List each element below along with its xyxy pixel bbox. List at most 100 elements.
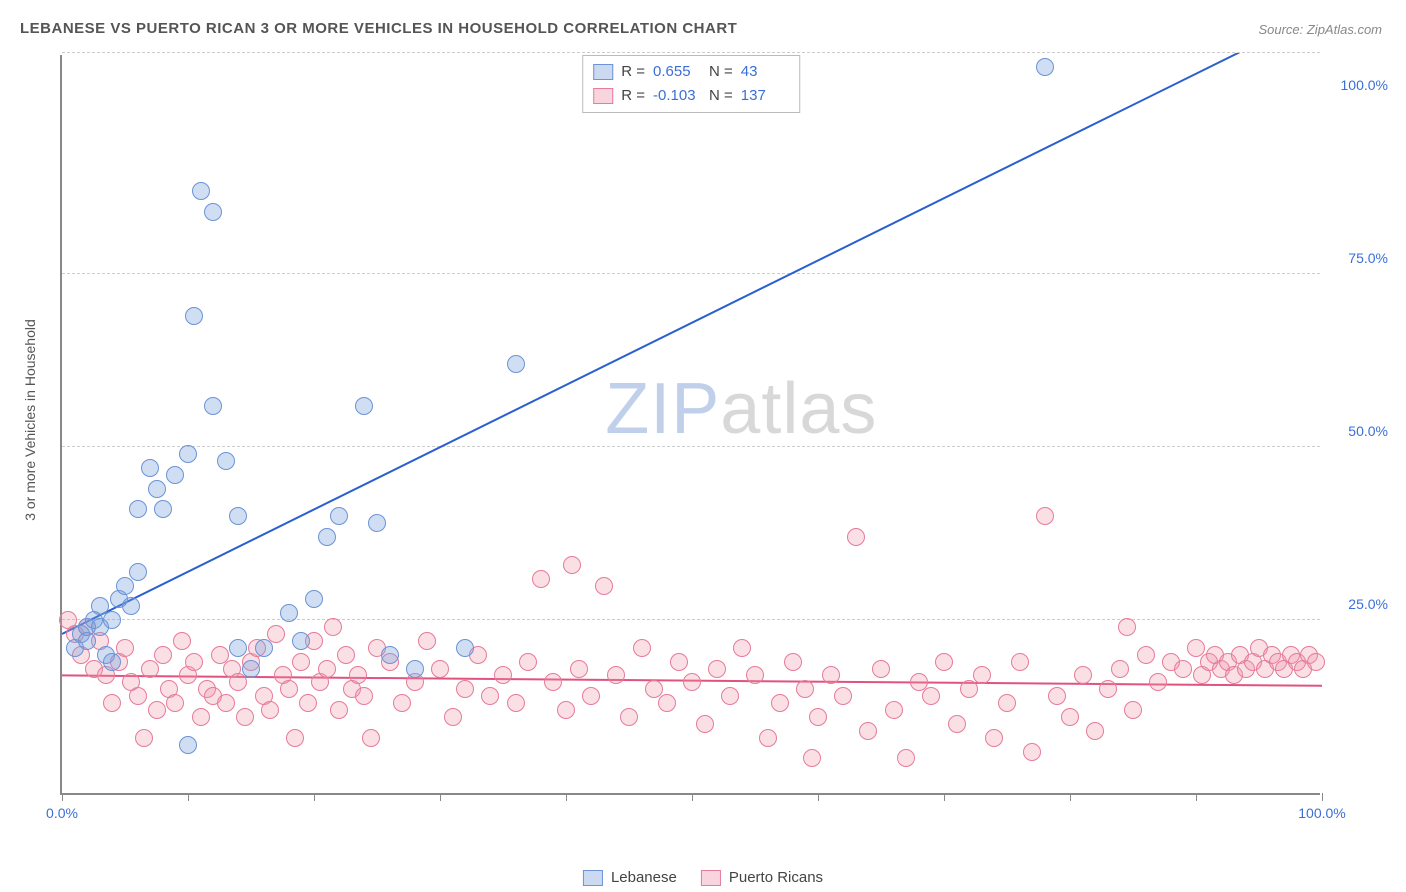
scatter-point — [658, 694, 676, 712]
x-tick — [1322, 793, 1323, 801]
scatter-point — [362, 729, 380, 747]
n-value-lebanese: 43 — [741, 60, 789, 84]
scatter-point — [418, 632, 436, 650]
scatter-point — [261, 701, 279, 719]
x-tick — [1196, 793, 1197, 801]
scatter-point — [292, 653, 310, 671]
scatter-point — [122, 597, 140, 615]
scatter-point — [1111, 660, 1129, 678]
r-value-puertorican: -0.103 — [653, 84, 701, 108]
scatter-point — [1048, 687, 1066, 705]
scatter-point — [78, 632, 96, 650]
scatter-point — [280, 604, 298, 622]
scatter-point — [444, 708, 462, 726]
y-tick-label: 25.0% — [1348, 596, 1388, 612]
n-value-puertorican: 137 — [741, 84, 789, 108]
watermark: ZIPatlas — [605, 368, 877, 450]
scatter-point — [280, 680, 298, 698]
scatter-point — [292, 632, 310, 650]
scatter-point — [255, 639, 273, 657]
scatter-point — [696, 715, 714, 733]
scatter-point — [116, 639, 134, 657]
correlation-legend: R = 0.655 N = 43 R = -0.103 N = 137 — [582, 55, 800, 113]
scatter-point — [620, 708, 638, 726]
scatter-point — [746, 666, 764, 684]
x-tick-label: 0.0% — [46, 805, 78, 821]
scatter-point — [192, 182, 210, 200]
x-tick — [818, 793, 819, 801]
scatter-point — [1118, 618, 1136, 636]
scatter-point — [355, 397, 373, 415]
scatter-point — [299, 694, 317, 712]
x-tick — [1070, 793, 1071, 801]
legend-label-puertorican: Puerto Ricans — [729, 869, 823, 886]
scatter-point — [236, 708, 254, 726]
scatter-point — [1124, 701, 1142, 719]
scatter-point — [179, 445, 197, 463]
scatter-point — [885, 701, 903, 719]
scatter-point — [733, 639, 751, 657]
x-tick — [62, 793, 63, 801]
scatter-point — [286, 729, 304, 747]
scatter-point — [103, 694, 121, 712]
scatter-point — [897, 749, 915, 767]
scatter-point — [173, 632, 191, 650]
scatter-point — [456, 680, 474, 698]
scatter-point — [267, 625, 285, 643]
chart-title: LEBANESE VS PUERTO RICAN 3 OR MORE VEHIC… — [20, 20, 737, 37]
scatter-point — [185, 653, 203, 671]
y-tick-label: 50.0% — [1348, 423, 1388, 439]
scatter-point — [721, 687, 739, 705]
scatter-point — [759, 729, 777, 747]
scatter-point — [217, 452, 235, 470]
scatter-point — [683, 673, 701, 691]
scatter-point — [532, 570, 550, 588]
scatter-point — [998, 694, 1016, 712]
y-tick-label: 100.0% — [1341, 77, 1388, 93]
scatter-point — [337, 646, 355, 664]
scatter-point — [544, 673, 562, 691]
n-label: N = — [709, 84, 733, 108]
swatch-lebanese — [583, 870, 603, 886]
scatter-point — [784, 653, 802, 671]
scatter-point — [103, 653, 121, 671]
scatter-point — [809, 708, 827, 726]
scatter-point — [129, 500, 147, 518]
scatter-point — [324, 618, 342, 636]
scatter-point — [1036, 507, 1054, 525]
legend-item-puertorican: Puerto Ricans — [701, 869, 823, 886]
scatter-point — [948, 715, 966, 733]
scatter-point — [796, 680, 814, 698]
scatter-point — [129, 687, 147, 705]
scatter-point — [960, 680, 978, 698]
scatter-point — [368, 514, 386, 532]
x-tick — [314, 793, 315, 801]
scatter-point — [166, 466, 184, 484]
scatter-point — [1307, 653, 1325, 671]
legend-row-puertorican: R = -0.103 N = 137 — [593, 84, 789, 108]
scatter-point — [872, 660, 890, 678]
series-legend: Lebanese Puerto Ricans — [583, 869, 823, 886]
x-tick — [944, 793, 945, 801]
scatter-point — [129, 563, 147, 581]
scatter-point — [148, 701, 166, 719]
scatter-point — [185, 307, 203, 325]
scatter-point — [103, 611, 121, 629]
legend-item-lebanese: Lebanese — [583, 869, 677, 886]
scatter-point — [834, 687, 852, 705]
gridline-horizontal — [62, 273, 1320, 274]
scatter-point — [935, 653, 953, 671]
scatter-point — [822, 666, 840, 684]
scatter-point — [116, 577, 134, 595]
scatter-point — [192, 708, 210, 726]
scatter-point — [1023, 743, 1041, 761]
scatter-point — [1174, 660, 1192, 678]
scatter-point — [570, 660, 588, 678]
scatter-point — [229, 507, 247, 525]
source-attribution: Source: ZipAtlas.com — [1258, 22, 1382, 37]
scatter-point — [355, 687, 373, 705]
scatter-point — [330, 507, 348, 525]
scatter-point — [166, 694, 184, 712]
scatter-point — [318, 660, 336, 678]
scatter-point — [229, 639, 247, 657]
